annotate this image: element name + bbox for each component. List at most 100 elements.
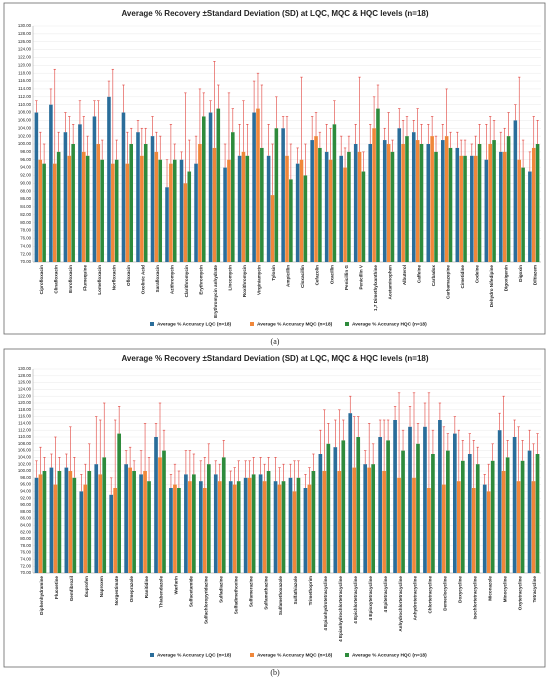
error-bar [378, 419, 382, 437]
bar [288, 477, 293, 573]
bar [49, 104, 53, 263]
error-bar [130, 127, 133, 144]
error-bar [42, 143, 46, 164]
y-tick-label: 98.00 [20, 475, 31, 480]
bar [393, 420, 397, 573]
bar [124, 464, 128, 573]
x-tick-label: Caffeine [416, 265, 421, 284]
error-bar [115, 139, 118, 160]
bar [87, 471, 92, 573]
error-bar [513, 419, 516, 437]
x-tick-label: Demeclocycline [443, 576, 448, 611]
y-tick-label: 130.00 [18, 366, 32, 371]
y-tick-label: 80.00 [20, 536, 31, 541]
x-tick-label: 4 Epichlortetracycline [353, 576, 358, 624]
x-tick-label: Isochlortetracycline [472, 576, 477, 620]
bar [427, 488, 431, 573]
error-bar [362, 151, 365, 172]
bar [121, 112, 126, 263]
bar [357, 151, 362, 262]
bar [463, 155, 467, 262]
bar [326, 443, 331, 573]
error-bar [282, 463, 285, 482]
error-bar [441, 124, 444, 141]
y-tick-label: 110.00 [18, 102, 31, 107]
legend-label: Average % Accuracy LQC (n=18) [157, 321, 232, 327]
bar [201, 116, 206, 262]
error-bar [485, 124, 488, 160]
y-tick-label: 72.00 [20, 563, 31, 568]
error-bar [199, 460, 203, 482]
y-tick-label: 76.00 [20, 550, 31, 555]
bar [34, 112, 39, 263]
bar [143, 471, 147, 573]
error-bar [420, 124, 423, 144]
bar [292, 491, 297, 573]
error-bar [304, 474, 307, 488]
bar [114, 159, 119, 262]
bar [339, 155, 343, 262]
error-bar [222, 440, 225, 458]
y-tick-label: 70.00 [20, 259, 31, 264]
y-tick-label: 88.00 [20, 509, 31, 514]
error-bar [343, 147, 347, 168]
bar [446, 450, 450, 573]
x-tick-label: Digoxigenin [503, 265, 508, 291]
bar [113, 488, 118, 573]
bar [140, 155, 144, 262]
x-tick-label: Trimethoprim [308, 576, 313, 605]
bar [411, 132, 416, 262]
bar [535, 144, 540, 262]
x-tick-label: Sulfathiazole [293, 576, 298, 605]
bar [202, 488, 207, 573]
error-bar [165, 159, 169, 188]
bar [497, 430, 502, 573]
bar [499, 151, 503, 262]
y-tick-label: 78.00 [20, 228, 31, 233]
error-bar [180, 151, 183, 160]
x-tick-label: 4 Epianhydrochlortetracycline [338, 576, 343, 642]
x-tick-label: Warfarin [174, 576, 179, 595]
y-tick-label: 102.00 [18, 461, 32, 466]
error-bar [162, 429, 166, 451]
error-bar [536, 120, 539, 144]
bar [96, 144, 101, 262]
bar [102, 457, 107, 573]
legend-label: Average % Accuracy HQC (n=18) [352, 321, 427, 327]
y-tick-label: 104.00 [18, 455, 32, 460]
error-bar [158, 402, 162, 458]
bar [337, 471, 342, 573]
y-tick-label: 106.00 [18, 448, 32, 453]
bar [459, 155, 463, 262]
y-tick-label: 70.00 [20, 570, 31, 575]
bar [34, 477, 39, 573]
error-bar [113, 419, 117, 488]
bar [198, 481, 203, 573]
bar [179, 159, 184, 262]
bar [72, 477, 77, 573]
x-tick-label: 4 Epianhydrotetracycline [323, 576, 328, 631]
y-tick-label: 128.00 [18, 373, 32, 378]
bar [442, 484, 446, 573]
bar [111, 163, 115, 262]
bar [430, 136, 434, 262]
bar [401, 144, 405, 262]
bar [68, 471, 73, 573]
bar [223, 167, 227, 262]
error-bar [218, 463, 221, 482]
bar [324, 151, 329, 262]
bar [109, 494, 114, 573]
y-tick-label: 96.00 [20, 157, 31, 162]
error-bar [456, 131, 459, 148]
bar [162, 450, 166, 573]
error-bar [521, 440, 524, 461]
legend-swatch [150, 322, 154, 326]
bar [63, 132, 68, 262]
error-bar [401, 120, 405, 144]
error-bar [339, 135, 343, 156]
error-bar [459, 139, 463, 156]
error-bar [144, 127, 147, 144]
bar [67, 155, 72, 262]
x-tick-label: Penicillin V [358, 264, 363, 289]
error-bar [528, 151, 532, 172]
